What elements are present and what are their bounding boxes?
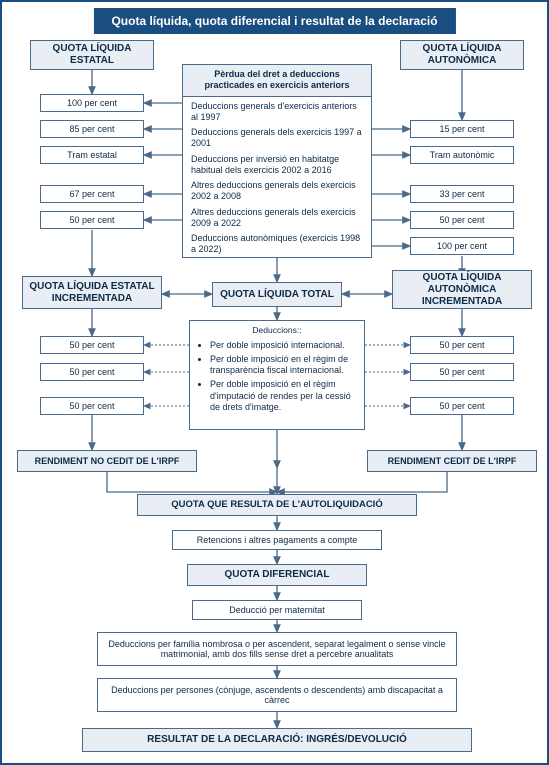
ded-item-0: Per doble imposició internacional. [210, 340, 356, 351]
hdr-estatal-inc: QUOTA LÍQUIDA ESTATAL INCREMENTADA [22, 276, 162, 309]
left-0: 100 per cent [40, 94, 144, 112]
fifty-l-0: 50 per cent [40, 336, 144, 354]
hdr-estatal: QUOTA LÍQUIDA ESTATAL [30, 40, 154, 70]
perdua-item-2: Deduccions per inversió en habitatge hab… [191, 154, 363, 177]
perdua-item-1: Deduccions generals dels exercicis 1997 … [191, 127, 363, 150]
right-4: 100 per cent [410, 237, 514, 255]
perdua-header: Pèrdua del dret a deduccions practicades… [183, 65, 371, 97]
fifty-l-2: 50 per cent [40, 397, 144, 415]
hdr-autoliq: QUOTA QUE RESULTA DE L'AUTOLIQUIDACIÓ [137, 494, 417, 516]
retencions-box: Retencions i altres pagaments a compte [172, 530, 382, 550]
hdr-resultat: RESULTAT DE LA DECLARACIÓ: INGRÉS/DEVOLU… [82, 728, 472, 752]
ded-item-2: Per doble imposició en el règim d'imputa… [210, 379, 356, 413]
fifty-r-1: 50 per cent [410, 363, 514, 381]
hdr-rend-cedit: RENDIMENT CEDIT DE L'IRPF [367, 450, 537, 472]
perdua-box: Pèrdua del dret a deduccions practicades… [182, 64, 372, 258]
left-3: 67 per cent [40, 185, 144, 203]
hdr-autonom-inc: QUOTA LÍQUIDA AUTONÒMICA INCREMENTADA [392, 270, 532, 309]
deduccions-box: Deduccions:: Per doble imposició interna… [189, 320, 365, 430]
hdr-total: QUOTA LÍQUIDA TOTAL [212, 282, 342, 307]
right-2: 33 per cent [410, 185, 514, 203]
fifty-r-0: 50 per cent [410, 336, 514, 354]
familia-box: Deduccions per família nombrosa o per as… [97, 632, 457, 666]
maternitat-box: Deducció per maternitat [192, 600, 362, 620]
hdr-autonomica: QUOTA LÍQUIDA AUTONÒMICA [400, 40, 524, 70]
left-1: 85 per cent [40, 120, 144, 138]
left-2: Tram estatal [40, 146, 144, 164]
perdua-item-5: Deduccions autonòmiques (exercicis 1998 … [191, 233, 363, 256]
discapacitat-box: Deduccions per persones (cònjuge, ascend… [97, 678, 457, 712]
left-4: 50 per cent [40, 211, 144, 229]
perdua-item-4: Altres deduccions generals dels exercici… [191, 207, 363, 230]
right-3: 50 per cent [410, 211, 514, 229]
title-banner: Quota líquida, quota diferencial i resul… [93, 8, 455, 34]
right-1: Tram autonòmic [410, 146, 514, 164]
deduccions-header: Deduccions:: [198, 325, 356, 336]
fifty-l-1: 50 per cent [40, 363, 144, 381]
perdua-item-0: Deduccions generals d'exercicis anterior… [191, 101, 363, 124]
hdr-diferencial: QUOTA DIFERENCIAL [187, 564, 367, 586]
diagram-frame: Quota líquida, quota diferencial i resul… [0, 0, 549, 765]
fifty-r-2: 50 per cent [410, 397, 514, 415]
right-0: 15 per cent [410, 120, 514, 138]
ded-item-1: Per doble imposició en el règim de trans… [210, 354, 356, 377]
hdr-rend-no: RENDIMENT NO CEDIT DE L'IRPF [17, 450, 197, 472]
perdua-item-3: Altres deduccions generals dels exercici… [191, 180, 363, 203]
